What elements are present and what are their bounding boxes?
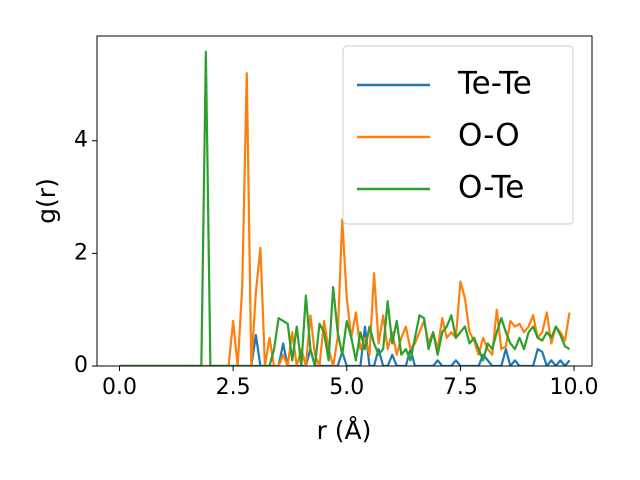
y-tick-label: 0 <box>74 353 88 378</box>
y-axis-label: g(r) <box>32 178 61 224</box>
x-tick-label: 2.5 <box>216 375 251 400</box>
legend-frame <box>342 45 574 225</box>
x-axis-label: r (Å) <box>317 416 372 445</box>
x-tick-label: 0.0 <box>102 375 137 400</box>
legend-label: O-Te <box>458 170 524 206</box>
plot-frame <box>96 35 593 367</box>
x-tick-label: 10.0 <box>550 375 599 400</box>
series-line <box>119 72 571 366</box>
x-tick-label: 7.5 <box>443 375 478 400</box>
x-tick-label: 5.0 <box>329 375 364 400</box>
y-tick-label: 4 <box>74 128 88 153</box>
plot-lines <box>119 50 571 366</box>
legend-label: Te-Te <box>457 66 532 102</box>
series-line <box>119 50 571 366</box>
legend: Te-Te O-O O-Te <box>342 45 574 225</box>
legend-label: O-O <box>458 118 520 154</box>
y-tick-label: 2 <box>74 240 88 265</box>
series-line <box>119 325 571 366</box>
